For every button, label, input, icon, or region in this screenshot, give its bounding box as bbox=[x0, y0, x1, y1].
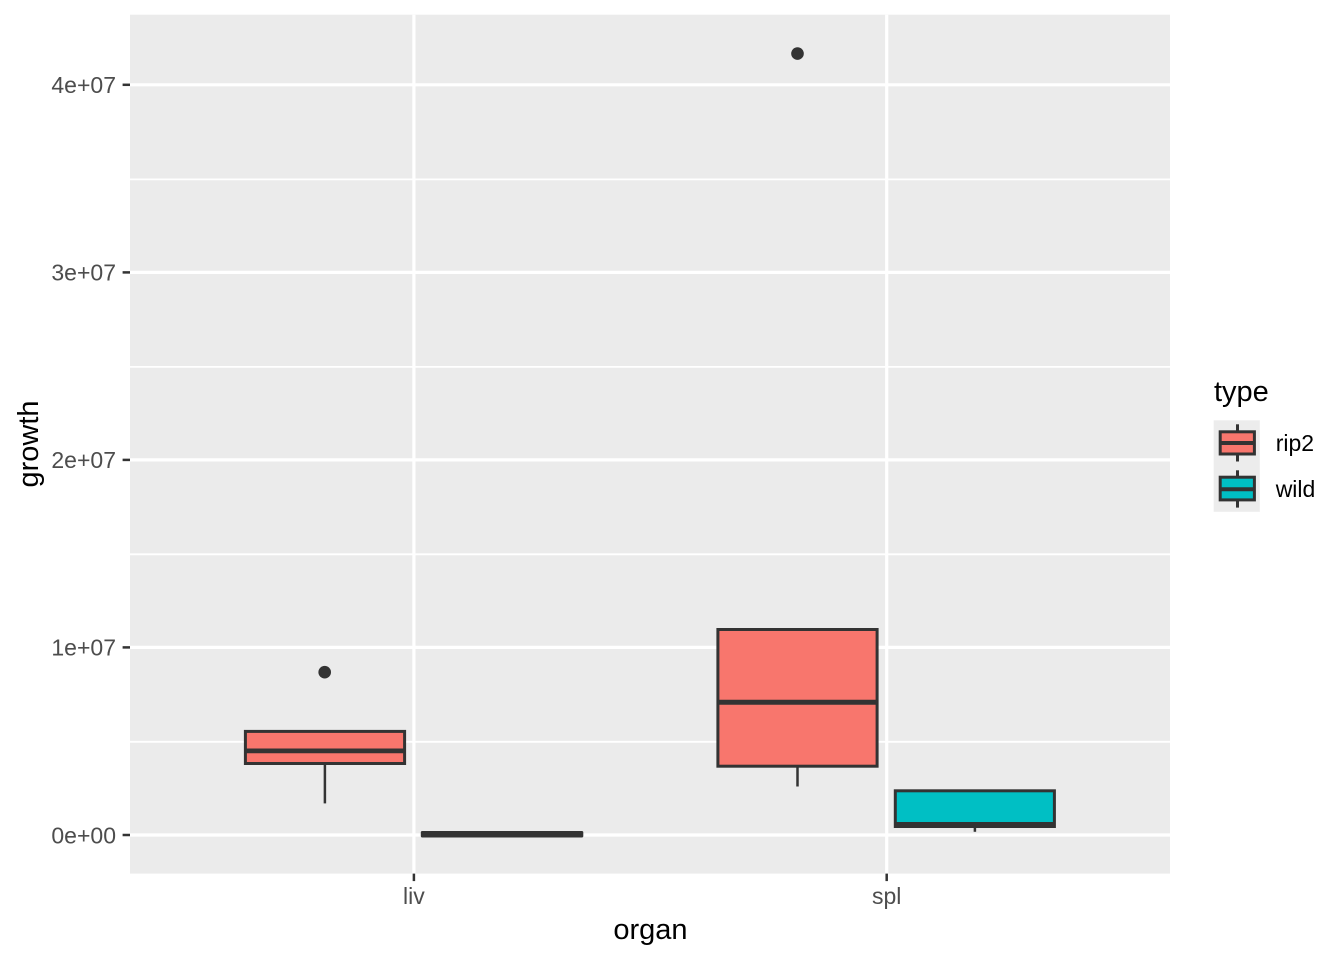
svg-text:type: type bbox=[1214, 376, 1269, 408]
svg-text:rip2: rip2 bbox=[1276, 430, 1314, 456]
svg-text:wild: wild bbox=[1275, 476, 1316, 502]
svg-text:2e+07: 2e+07 bbox=[51, 447, 116, 473]
svg-text:4e+07: 4e+07 bbox=[51, 72, 116, 98]
svg-text:1e+07: 1e+07 bbox=[51, 635, 116, 661]
svg-text:3e+07: 3e+07 bbox=[51, 260, 116, 286]
svg-text:growth: growth bbox=[13, 400, 45, 487]
svg-text:liv: liv bbox=[403, 883, 425, 909]
svg-text:organ: organ bbox=[613, 914, 687, 946]
svg-text:0e+00: 0e+00 bbox=[51, 822, 116, 848]
svg-text:spl: spl bbox=[872, 883, 901, 909]
